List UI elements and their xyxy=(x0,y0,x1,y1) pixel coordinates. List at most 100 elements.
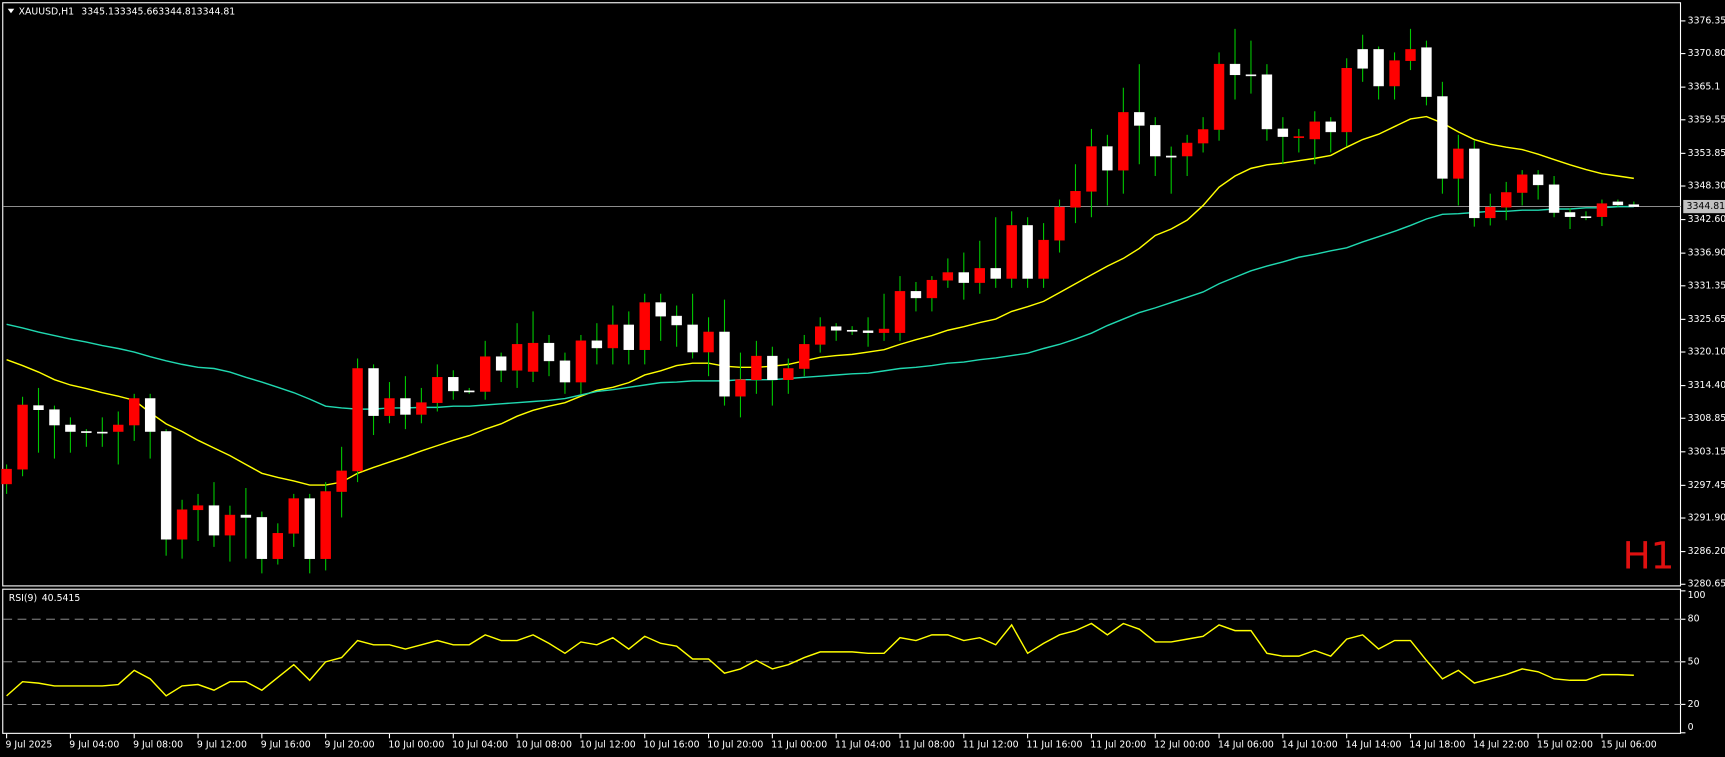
x-tick-label: 14 Jul 06:00 xyxy=(1218,739,1274,750)
candle-body xyxy=(1548,184,1560,213)
y-tick-label: 100 xyxy=(1688,590,1706,601)
y-tick-label: 3291.90 xyxy=(1688,513,1725,524)
x-tick-label: 14 Jul 22:00 xyxy=(1473,739,1529,750)
candle-body xyxy=(17,404,28,470)
candle-body xyxy=(942,272,954,281)
candle-body xyxy=(432,377,443,403)
candle-body xyxy=(799,344,810,369)
candle-body xyxy=(1118,112,1129,171)
candle-body xyxy=(208,505,220,536)
candle-body xyxy=(1421,47,1432,97)
candle-body xyxy=(97,431,108,434)
x-tick-label: 10 Jul 12:00 xyxy=(580,739,636,750)
candle-body xyxy=(815,326,826,345)
candle-body xyxy=(1564,212,1576,217)
moving-average xyxy=(6,205,1634,410)
candle-body xyxy=(1437,96,1448,179)
candle-body xyxy=(1102,146,1113,171)
candle-body xyxy=(49,409,60,426)
moving-average xyxy=(6,115,1634,486)
candle-body xyxy=(113,424,124,432)
rsi-line xyxy=(6,622,1634,697)
candle-body xyxy=(862,330,874,333)
candle-body xyxy=(1,468,12,485)
x-tick-label: 11 Jul 12:00 xyxy=(963,739,1019,750)
y-tick-label: 3280.65 xyxy=(1688,579,1725,590)
ohlc-close: 3344.81 xyxy=(197,7,236,18)
x-tick-label: 9 Jul 04:00 xyxy=(69,739,119,750)
candle-body xyxy=(336,470,347,492)
y-tick-label: 3331.35 xyxy=(1688,280,1725,291)
candle-body xyxy=(1261,74,1273,130)
candle-body xyxy=(1150,125,1161,157)
candle-body xyxy=(671,315,682,326)
candle-body xyxy=(272,533,284,559)
candle-body xyxy=(1245,74,1257,77)
candle-body xyxy=(464,390,475,393)
current-price-label: 3344.81 xyxy=(1687,201,1725,212)
candle-body xyxy=(1453,148,1464,179)
candle-body xyxy=(990,268,1001,279)
candle-body xyxy=(527,342,539,372)
y-tick-label: 3286.20 xyxy=(1688,546,1725,557)
candle-body xyxy=(129,398,140,426)
candle-body xyxy=(368,368,379,416)
candle-body xyxy=(1054,206,1065,241)
candle-body xyxy=(1022,225,1033,279)
candle-body xyxy=(1373,49,1384,87)
candle-body xyxy=(416,402,427,415)
rsi-current: 40.5415 xyxy=(42,593,81,604)
candle-body xyxy=(1580,216,1592,219)
candle-body xyxy=(926,279,938,299)
y-tick-label: 3336.90 xyxy=(1688,248,1725,259)
candle-body xyxy=(65,424,76,432)
candle-body xyxy=(639,302,650,350)
x-tick-label: 10 Jul 00:00 xyxy=(388,739,444,750)
candle-body xyxy=(607,324,619,349)
y-tick-label: 0 xyxy=(1688,722,1694,733)
y-tick-label: 3376.35 xyxy=(1688,15,1725,26)
ohlc-high: 3345.66 xyxy=(120,7,159,18)
candle-body xyxy=(33,405,44,410)
menu-arrow[interactable] xyxy=(7,8,15,14)
candle-body xyxy=(479,356,491,392)
y-tick-label: 3353.85 xyxy=(1688,148,1725,159)
candle-body xyxy=(751,355,762,380)
ohlc-open: 3345.13 xyxy=(81,7,120,18)
x-tick-label: 11 Jul 04:00 xyxy=(835,739,891,750)
candle-body xyxy=(623,324,634,350)
y-tick-label: 50 xyxy=(1688,656,1700,667)
x-tick-label: 12 Jul 00:00 xyxy=(1154,739,1210,750)
candle-body xyxy=(719,331,730,397)
candle-body xyxy=(974,268,985,283)
x-tick-label: 14 Jul 10:00 xyxy=(1282,739,1338,750)
candle-body xyxy=(1325,121,1336,133)
candle-body xyxy=(384,398,395,416)
candle-body xyxy=(910,291,922,299)
candle-body xyxy=(1341,68,1352,133)
candle-body xyxy=(256,517,268,559)
x-tick-label: 9 Jul 2025 xyxy=(5,739,52,750)
candle-body xyxy=(1086,146,1097,192)
main-frame xyxy=(2,2,1682,587)
candle-body xyxy=(1628,204,1640,207)
candle-body xyxy=(1038,239,1049,279)
y-tick-label: 20 xyxy=(1688,699,1700,710)
candle-body xyxy=(1213,63,1225,130)
candle-body xyxy=(511,344,523,371)
candle-body xyxy=(495,356,507,371)
x-tick-label: 14 Jul 14:00 xyxy=(1346,739,1402,750)
candle-body xyxy=(1293,136,1305,138)
candle-body xyxy=(448,377,459,392)
candle-body xyxy=(1516,174,1528,193)
candle-body xyxy=(591,340,603,349)
candle-body xyxy=(1277,128,1289,137)
candle-body xyxy=(1006,225,1017,279)
y-tick-label: 3314.40 xyxy=(1688,380,1725,391)
y-tick-label: 3320.10 xyxy=(1688,347,1725,358)
candle-body xyxy=(1596,203,1608,217)
candle-body xyxy=(878,328,890,333)
symbol-title: XAUUSD,H1 xyxy=(19,7,74,18)
